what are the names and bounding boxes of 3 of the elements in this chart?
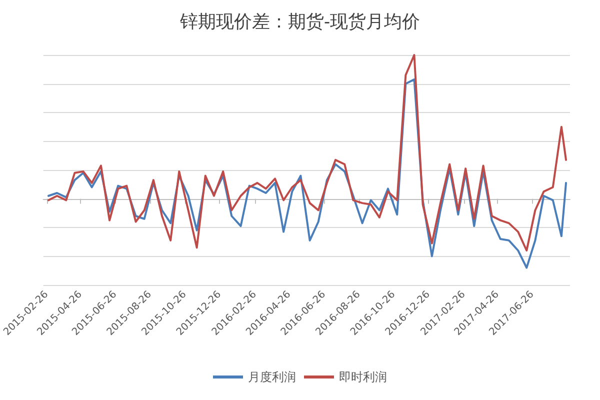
- chart-title: 锌期现价差：期货-现货月均价: [178, 12, 420, 32]
- legend-label: 月度利润: [248, 370, 296, 384]
- legend-label: 即时利润: [339, 370, 387, 384]
